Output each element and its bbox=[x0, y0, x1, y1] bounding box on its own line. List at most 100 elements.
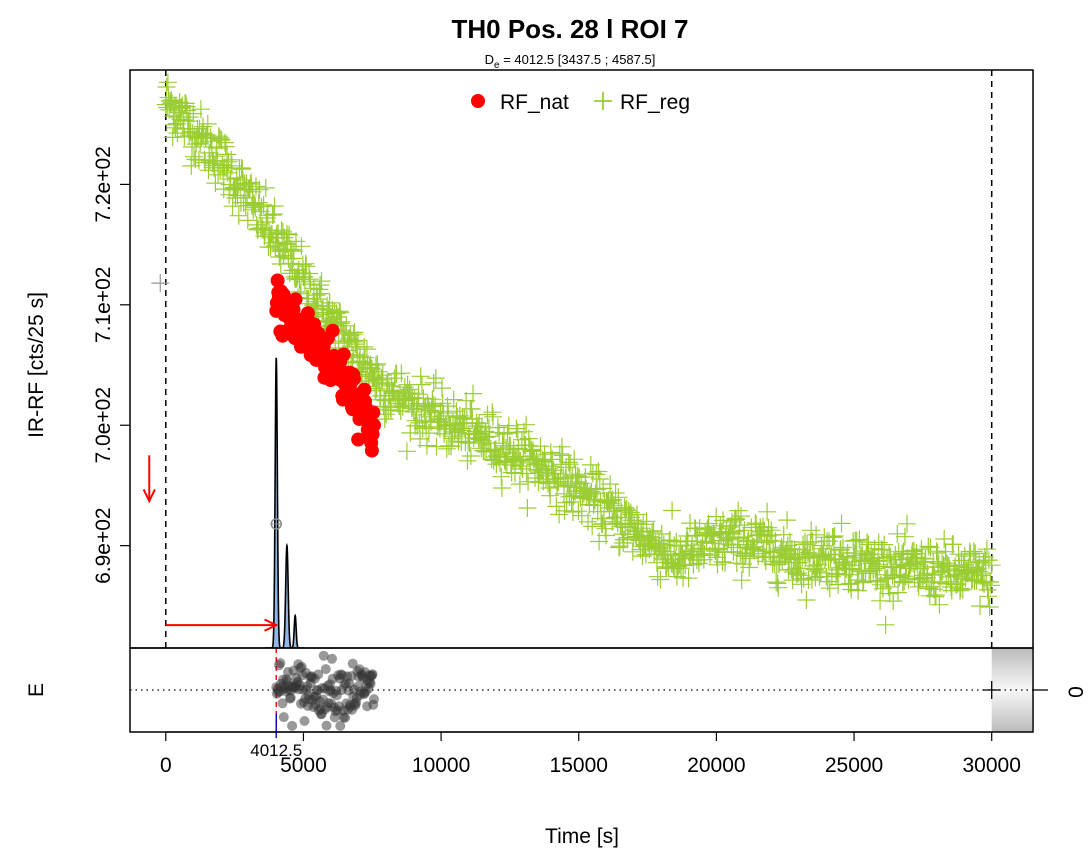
rf-reg-point bbox=[158, 73, 177, 92]
rf-reg-point bbox=[922, 572, 941, 591]
rf-reg-point bbox=[310, 280, 329, 299]
rf-reg-point bbox=[912, 540, 931, 559]
rf-reg-point bbox=[602, 491, 621, 510]
x-tick-label: 30000 bbox=[963, 754, 1021, 777]
rf-reg-point bbox=[473, 417, 491, 436]
rf-reg-point bbox=[866, 559, 885, 578]
rf-reg-point bbox=[703, 527, 721, 546]
rf-reg-point bbox=[502, 463, 521, 482]
rf-reg-point bbox=[203, 154, 222, 173]
rf-reg-point bbox=[889, 583, 907, 602]
rf-reg-point bbox=[807, 559, 826, 578]
rf-reg-point bbox=[875, 535, 894, 554]
residual-point bbox=[365, 678, 376, 689]
rf-reg-point bbox=[179, 112, 198, 131]
rf-reg-point bbox=[249, 193, 268, 212]
rf-reg-point bbox=[867, 572, 885, 591]
rf-reg-point bbox=[969, 562, 988, 581]
rf-reg-point bbox=[184, 104, 203, 123]
rf-reg-point bbox=[297, 257, 316, 276]
rf-reg-point bbox=[686, 519, 705, 538]
rf-reg-point bbox=[431, 402, 450, 421]
residual-point bbox=[320, 664, 331, 675]
rf-reg-point bbox=[211, 130, 230, 149]
rf-reg-point bbox=[547, 497, 566, 516]
y-tick-label: 7.0e+02 bbox=[92, 387, 115, 464]
rf-reg-point bbox=[803, 532, 822, 551]
rf-reg-point bbox=[973, 564, 992, 582]
rf-reg-point bbox=[222, 156, 241, 175]
rf-reg-point bbox=[730, 516, 749, 535]
rf-reg-point bbox=[247, 177, 265, 196]
rf-reg-point bbox=[606, 484, 625, 502]
rf-reg-point bbox=[542, 457, 561, 476]
chart-title: TH0 Pos. 28 l ROI 7 bbox=[452, 14, 689, 44]
rf-reg-point bbox=[888, 524, 907, 543]
rf-reg-point bbox=[242, 173, 261, 192]
residual-point bbox=[335, 720, 346, 731]
rf-reg-point bbox=[944, 535, 963, 554]
rf-reg-point bbox=[887, 558, 906, 577]
rf-nat-point bbox=[300, 306, 315, 321]
rf-reg-point bbox=[238, 211, 257, 230]
rf-reg-point bbox=[707, 507, 726, 526]
rf-reg-point bbox=[219, 152, 238, 171]
rf-reg-point bbox=[437, 439, 456, 458]
legend-label-rf-reg: RF_reg bbox=[620, 91, 690, 114]
rf-reg-point bbox=[842, 559, 861, 578]
rf-reg-point bbox=[820, 579, 839, 598]
rf-reg-point bbox=[856, 564, 875, 583]
rf-reg-point bbox=[256, 178, 275, 197]
rf-reg-point bbox=[628, 505, 646, 524]
rf-reg-point bbox=[930, 595, 949, 614]
rf-reg-point bbox=[433, 394, 452, 413]
rf-nat-point bbox=[347, 371, 361, 386]
rf-reg-point bbox=[896, 567, 915, 586]
rf-reg-point bbox=[964, 542, 983, 561]
rf-reg-point bbox=[507, 419, 526, 438]
rf-reg-point bbox=[637, 512, 656, 531]
rf-reg-point bbox=[345, 323, 364, 342]
rf-reg-point bbox=[541, 443, 560, 462]
rf-reg-point bbox=[433, 379, 451, 398]
rf-reg-point bbox=[617, 499, 636, 518]
rf-reg-point bbox=[261, 238, 280, 257]
rf-reg-point bbox=[284, 242, 303, 261]
rf-reg-point bbox=[633, 547, 652, 566]
rf-reg-point bbox=[898, 514, 916, 533]
rf-reg-point bbox=[173, 96, 192, 115]
rf-reg-point bbox=[778, 536, 797, 555]
rf-reg-point bbox=[311, 284, 330, 303]
rf-reg-point bbox=[724, 542, 743, 561]
x-tick-label: 25000 bbox=[825, 754, 883, 777]
rf-reg-point bbox=[561, 455, 580, 474]
rf-reg-point bbox=[424, 373, 443, 392]
rf-reg-point bbox=[825, 527, 844, 545]
rf-reg-point bbox=[450, 406, 469, 425]
density-fill bbox=[264, 357, 304, 648]
x-tick-label: 10000 bbox=[412, 754, 470, 777]
rf-reg-point bbox=[966, 544, 985, 563]
rf-reg-point bbox=[745, 537, 764, 556]
rf-reg-point bbox=[346, 335, 365, 354]
legend-marker-rf-nat bbox=[471, 94, 485, 108]
residual-point bbox=[287, 720, 298, 731]
rf-reg-point bbox=[198, 114, 217, 133]
rf-reg-point bbox=[849, 581, 868, 600]
rf-reg-point bbox=[594, 479, 613, 498]
rf-reg-point bbox=[833, 538, 852, 557]
rf-reg-point bbox=[807, 525, 826, 544]
rf-reg-point bbox=[320, 293, 339, 312]
y-tick-label: 6.9e+02 bbox=[92, 507, 115, 584]
rf-reg-point bbox=[191, 100, 210, 119]
rf-reg-point bbox=[623, 542, 642, 561]
residual-point bbox=[318, 650, 329, 661]
rf-reg-point bbox=[400, 380, 419, 399]
rf-reg-point bbox=[648, 567, 667, 586]
rf-reg-point bbox=[515, 422, 533, 441]
rf-reg-point bbox=[842, 580, 861, 599]
residual-point bbox=[340, 712, 351, 723]
rf-reg-point bbox=[539, 459, 558, 478]
rf-reg-point bbox=[263, 206, 282, 224]
